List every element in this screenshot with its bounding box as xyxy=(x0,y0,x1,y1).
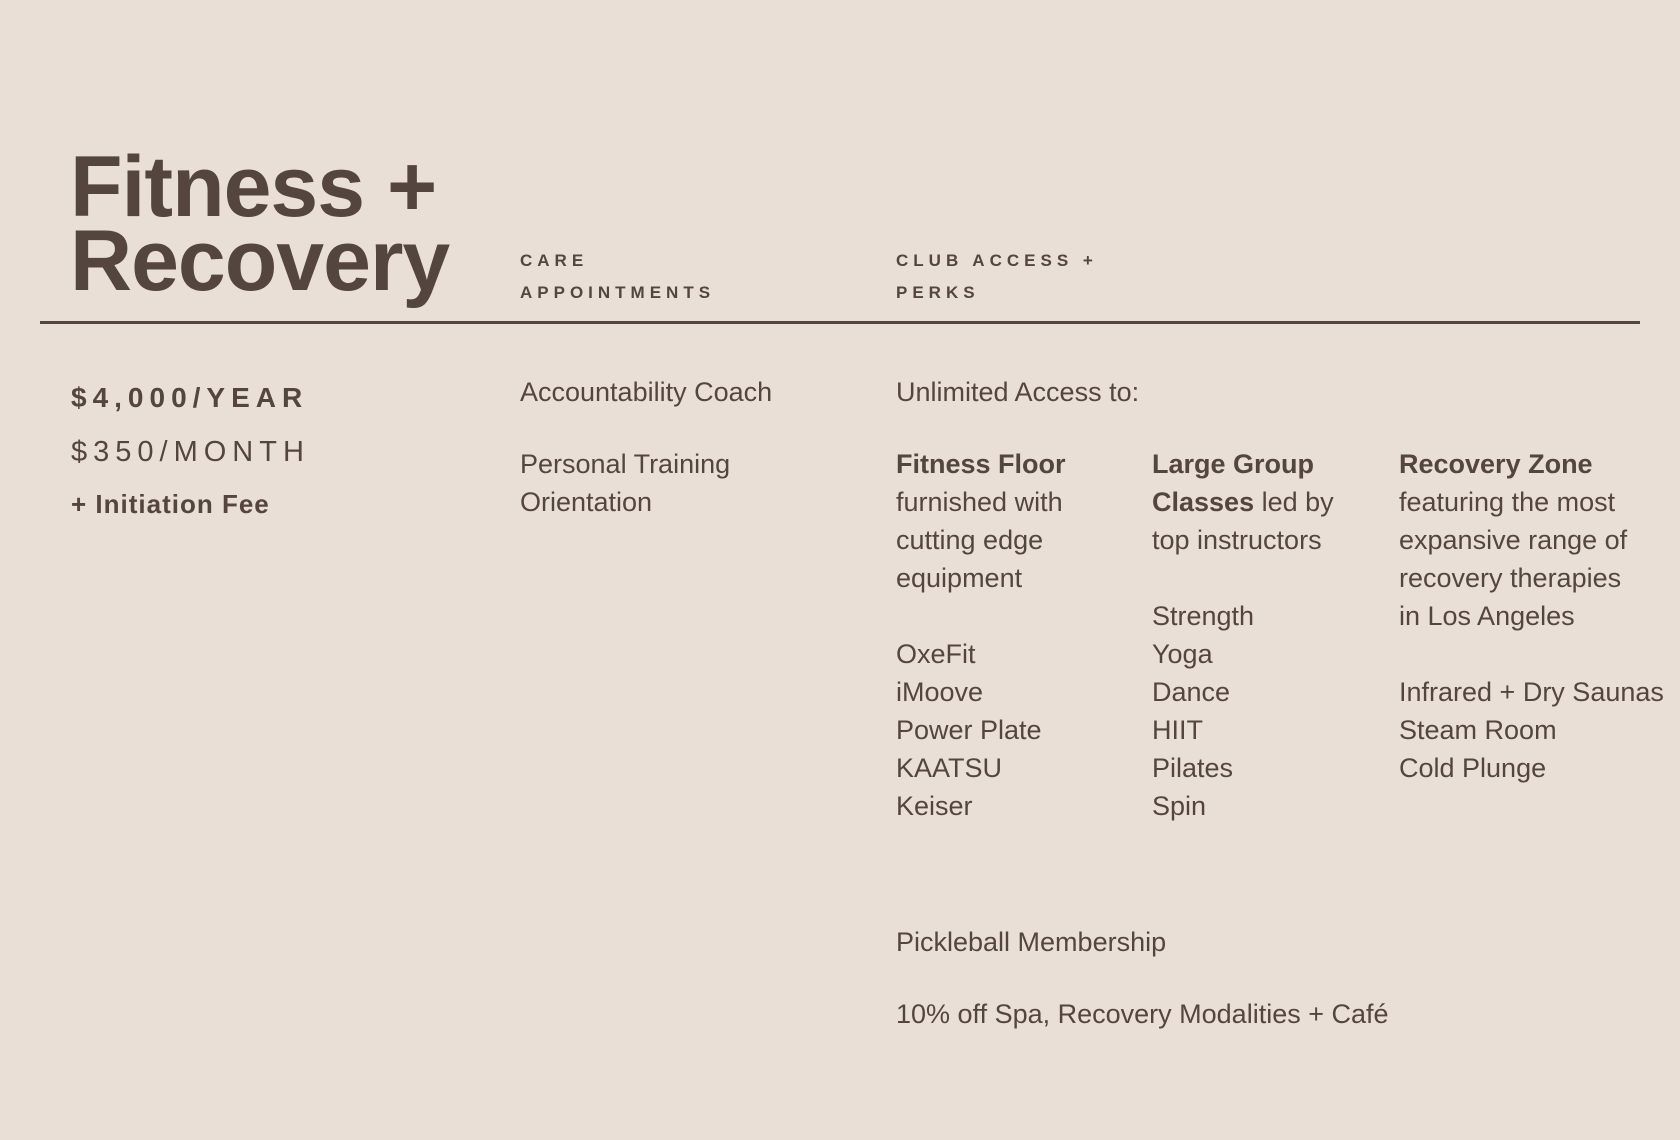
club-intro: Unlimited Access to: xyxy=(896,377,1140,407)
care-item: Personal Training xyxy=(520,449,731,479)
care-list: Accountability Coach Personal Training O… xyxy=(520,373,772,521)
desc-line: equipment xyxy=(896,563,1023,593)
desc-line: in Los Angeles xyxy=(1399,601,1575,631)
list-item: Yoga xyxy=(1152,639,1213,669)
yearly-price: $4,000/YEAR xyxy=(71,382,309,413)
list-item: Power Plate xyxy=(896,715,1042,745)
monthly-price: $350/MONTH xyxy=(71,436,310,468)
care-appointments-header: CARE APPOINTMENTS xyxy=(520,245,715,309)
list-item: Cold Plunge xyxy=(1399,753,1547,783)
page-title: Fitness + Recovery xyxy=(70,139,450,309)
care-item: Accountability Coach xyxy=(520,377,773,407)
care-header-line-1: CARE xyxy=(520,251,589,270)
title-line-1: Fitness + xyxy=(70,139,437,235)
desc-line: recovery therapies xyxy=(1399,563,1622,593)
recovery-zone-heading: Recovery Zone xyxy=(1399,449,1593,479)
list-item: Keiser xyxy=(896,791,973,821)
desc-inline: led by xyxy=(1254,487,1334,517)
list-item: HIIT xyxy=(1152,715,1203,745)
initiation-fee: + Initiation Fee xyxy=(71,489,270,519)
desc-line: top instructors xyxy=(1152,525,1322,555)
group-classes-heading-cont: Classes xyxy=(1152,487,1255,517)
list-item: Strength xyxy=(1152,601,1255,631)
care-header-line-2: APPOINTMENTS xyxy=(520,283,716,302)
list-item: Steam Room xyxy=(1399,715,1557,745)
club-header-line-2: PERKS xyxy=(896,283,980,302)
list-item: Infrared + Dry Saunas xyxy=(1399,677,1664,707)
desc-line: expansive range of xyxy=(1399,525,1628,555)
header-divider xyxy=(40,321,1640,324)
desc-line: featuring the most xyxy=(1399,487,1616,517)
group-classes-heading: Large Group xyxy=(1152,449,1315,479)
fitness-floor-heading: Fitness Floor xyxy=(896,449,1066,479)
perk-discount: 10% off Spa, Recovery Modalities + Café xyxy=(896,999,1389,1029)
perk-pickleball: Pickleball Membership xyxy=(896,927,1167,957)
desc-line: furnished with xyxy=(896,487,1063,517)
list-item: OxeFit xyxy=(896,639,976,669)
care-item-cont: Orientation xyxy=(520,487,653,517)
title-line-2: Recovery xyxy=(70,213,450,309)
list-item: Spin xyxy=(1152,791,1207,821)
club-access-header: CLUB ACCESS + PERKS xyxy=(896,245,1098,309)
fitness-floor-column: Fitness Floor furnished with cutting edg… xyxy=(896,445,1066,825)
list-item: KAATSU xyxy=(896,753,1003,783)
group-classes-column: Large Group Classes led by top instructo… xyxy=(1152,445,1334,825)
desc-line: cutting edge xyxy=(896,525,1044,555)
list-item: Dance xyxy=(1152,677,1231,707)
club-header-line-1: CLUB ACCESS + xyxy=(896,251,1098,270)
list-item: iMoove xyxy=(896,677,984,707)
list-item: Pilates xyxy=(1152,753,1234,783)
recovery-zone-column: Recovery Zone featuring the most expansi… xyxy=(1399,445,1664,787)
